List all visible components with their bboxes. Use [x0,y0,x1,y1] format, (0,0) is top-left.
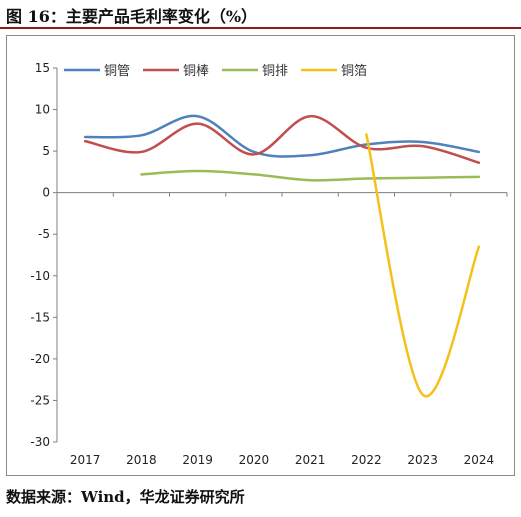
y-tick-label: 0 [42,186,50,200]
x-tick-label: 2024 [464,453,495,467]
legend-label-2: 铜棒 [183,64,209,79]
y-tick-label: -5 [38,227,50,241]
series-line-4 [365,133,481,398]
x-tick-label: 2020 [239,453,270,467]
x-tick-label: 2019 [182,453,213,467]
legend-label-3: 铜排 [262,64,288,79]
title-rule [0,27,521,29]
series-line-2 [83,114,481,164]
x-tick-label: 2022 [351,453,382,467]
y-tick-label: -25 [30,393,50,407]
y-tick-label: -20 [30,352,50,366]
line-chart: 15 10 5 0 -5 -10 -15 -20 -25 -30 2017 2018 2019 2020 2… [30,61,508,467]
chart-frame: 15 10 5 0 -5 -10 -15 -20 -25 -30 2017 2018 2019 2020 2… [6,35,515,476]
data-source: 数据来源：Wind，华龙证券研究所 [6,488,245,506]
x-tick-label: 2023 [407,453,438,467]
x-tick-label: 2018 [126,453,157,467]
y-tick-label: -15 [30,310,50,324]
legend-label-1: 铜管 [104,64,130,79]
series-line-3 [140,169,481,182]
y-tick-label: 5 [42,144,50,158]
x-tick-label: 2017 [70,453,101,467]
y-tick-label: -30 [30,435,50,449]
figure-title: 图 16：主要产品毛利率变化（%） [6,7,258,26]
y-tick-label: -10 [30,269,50,283]
series-line-1 [83,114,481,158]
y-tick-label: 15 [35,61,50,75]
x-tick-label: 2021 [295,453,326,467]
legend-label-4: 铜箔 [341,63,367,79]
y-tick-label: 10 [35,103,50,117]
